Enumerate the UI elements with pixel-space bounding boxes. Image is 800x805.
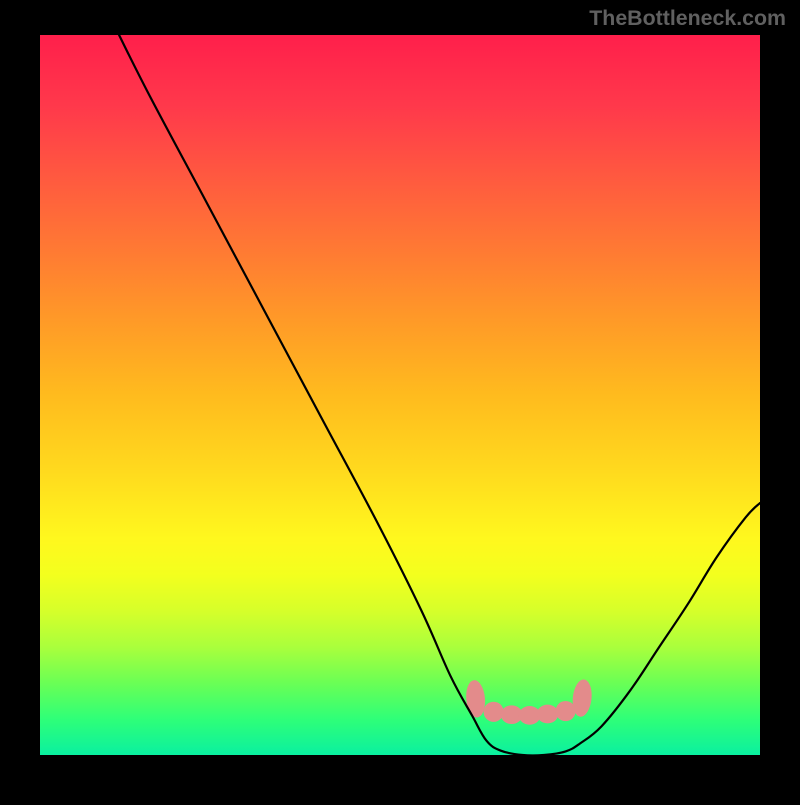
valley-band-segment [537, 705, 559, 724]
chart-frame: TheBottleneck.com [0, 0, 800, 800]
gradient-background [40, 35, 760, 755]
bottleneck-chart-svg [0, 0, 800, 800]
valley-band-segment [556, 701, 576, 721]
valley-band-segment [484, 702, 504, 722]
plot-area [40, 21, 760, 756]
watermark-text: TheBottleneck.com [589, 6, 786, 31]
